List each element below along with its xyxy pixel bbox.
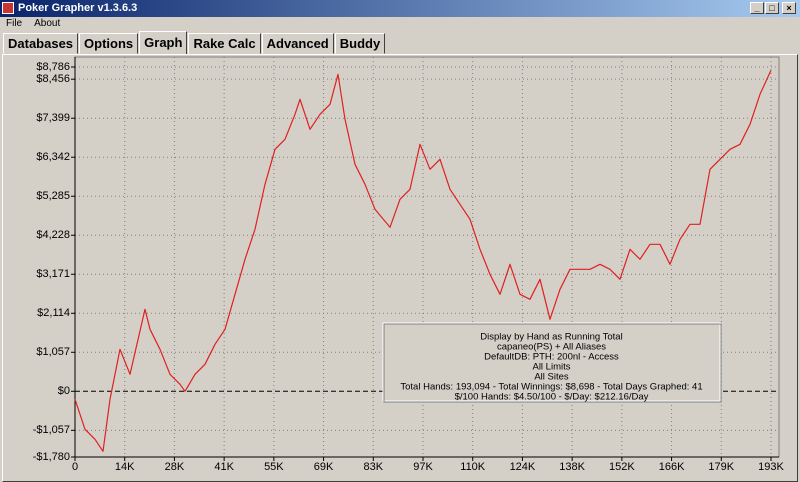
y-tick-label: $1,057 xyxy=(36,346,70,358)
y-tick-label: $2,114 xyxy=(37,307,70,319)
x-tick-label: 166K xyxy=(659,461,685,473)
y-tick-label: $8,786 xyxy=(36,61,70,73)
window-title: Poker Grapher v1.3.6.3 xyxy=(18,2,138,14)
tab[interactable]: Advanced xyxy=(261,33,334,54)
info-box-shadow xyxy=(383,323,722,403)
x-tick-label: 55K xyxy=(264,461,284,473)
x-tick-label: 0 xyxy=(72,461,78,473)
y-tick-label: -$1,780 xyxy=(33,451,70,463)
y-tick-label: $5,285 xyxy=(36,190,70,202)
menu-item[interactable]: About xyxy=(34,18,61,29)
info-line: DefaultDB: PTH: 200nl - Access xyxy=(484,352,619,363)
x-tick-label: 69K xyxy=(314,461,334,473)
x-tick-label: 152K xyxy=(609,461,635,473)
y-tick-label: $0 xyxy=(58,385,70,397)
tab[interactable]: Buddy xyxy=(334,33,386,54)
info-box xyxy=(382,322,721,402)
info-line: capaneo(PS) + All Aliases xyxy=(497,342,606,353)
x-tick-label: 179K xyxy=(708,461,734,473)
info-line: Total Hands: 193,094 - Total Winnings: $… xyxy=(400,382,702,393)
menu-item[interactable]: File xyxy=(6,18,23,29)
app-icon xyxy=(2,2,14,14)
info-line: All Sites xyxy=(534,372,569,383)
info-line: $/100 Hands: $4.50/100 - $/Day: $212.16/… xyxy=(455,392,649,403)
tab[interactable]: Options xyxy=(79,33,139,54)
x-tick-label: 28K xyxy=(165,461,185,473)
tab[interactable]: Rake Calc xyxy=(188,33,261,54)
title-bar: Poker Grapher v1.3.6.3 _ □ × xyxy=(0,0,800,17)
tab-strip: Databases Options Graph Rake Calc Advanc… xyxy=(3,31,386,55)
y-tick-label: $8,456 xyxy=(36,73,70,85)
maximize-button[interactable]: □ xyxy=(765,2,779,14)
x-tick-label: 124K xyxy=(510,461,536,473)
close-button[interactable]: × xyxy=(782,2,796,14)
x-tick-label: 138K xyxy=(559,461,585,473)
y-tick-label: $7,399 xyxy=(36,112,70,124)
minimize-button[interactable]: _ xyxy=(750,2,764,14)
info-line: All Limits xyxy=(532,362,570,373)
y-tick-label: -$1,057 xyxy=(33,424,70,436)
y-tick-label: $4,228 xyxy=(36,229,70,241)
x-tick-label: 193K xyxy=(758,461,784,473)
info-line: Display by Hand as Running Total xyxy=(480,332,622,343)
x-tick-label: 110K xyxy=(460,461,486,473)
x-tick-label: 83K xyxy=(363,461,383,473)
x-tick-label: 14K xyxy=(115,461,135,473)
menu-bar: File About xyxy=(0,17,800,31)
y-tick-label: $6,342 xyxy=(36,151,70,163)
x-tick-label: 97K xyxy=(413,461,433,473)
y-tick-label: $3,171 xyxy=(36,268,70,280)
running-total-line xyxy=(74,69,772,452)
tab[interactable]: Databases xyxy=(3,33,79,54)
x-tick-label: 41K xyxy=(214,461,234,473)
